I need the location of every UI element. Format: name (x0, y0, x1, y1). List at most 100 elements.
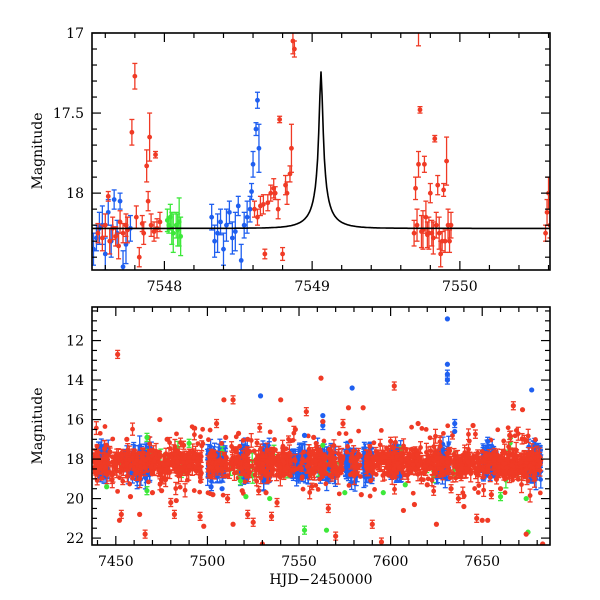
data-point (257, 195, 263, 217)
data-point (249, 182, 255, 201)
marker (132, 73, 138, 79)
data-point (427, 182, 433, 204)
data-point (254, 91, 260, 109)
marker (238, 257, 244, 263)
data-point (252, 200, 258, 218)
data-point (151, 221, 157, 242)
data-point (133, 205, 139, 230)
data-point (421, 155, 427, 173)
data-point (413, 176, 419, 201)
marker (544, 209, 550, 215)
marker (117, 198, 123, 204)
marker (284, 190, 290, 196)
data-point (111, 189, 117, 210)
bottom-data-layer (92, 316, 546, 545)
marker (414, 222, 420, 228)
data-point (132, 62, 138, 90)
marker (438, 251, 444, 257)
marker (111, 197, 117, 202)
y-tick-label: 17.5 (53, 106, 84, 122)
data-point (280, 246, 286, 262)
data-point (128, 270, 133, 276)
marker (144, 163, 150, 169)
data-point (105, 198, 111, 226)
marker (249, 189, 254, 194)
marker (145, 198, 151, 204)
marker (442, 238, 448, 244)
data-point (170, 213, 176, 254)
data-point (144, 149, 150, 183)
data-point (235, 195, 241, 217)
marker (105, 193, 111, 199)
marker (148, 222, 154, 228)
marker (422, 161, 427, 167)
data-point (117, 192, 123, 210)
top-plot-frame (91, 32, 551, 271)
data-point (416, 33, 422, 47)
marker (235, 203, 241, 209)
data-point (432, 134, 438, 143)
data-point (209, 203, 215, 231)
data-point (238, 243, 244, 270)
x-tick-label: 7548 (147, 279, 183, 295)
data-point (178, 216, 184, 257)
data-point (416, 150, 422, 178)
marker (178, 233, 184, 239)
marker (275, 206, 281, 212)
marker (170, 230, 176, 236)
data-point (120, 222, 126, 244)
data-point (232, 211, 238, 252)
marker (212, 238, 218, 244)
data-point (260, 194, 266, 215)
data-point (102, 213, 108, 238)
marker (229, 235, 235, 241)
marker (294, 475, 299, 480)
data-point (212, 224, 218, 258)
marker (260, 201, 266, 207)
x-tick-label: 7550 (442, 279, 478, 295)
marker (209, 214, 215, 220)
data-point (433, 211, 439, 239)
marker (413, 185, 418, 191)
data-point (414, 208, 420, 242)
data-point (153, 150, 159, 159)
marker (289, 145, 294, 151)
marker (447, 238, 452, 244)
data-point (277, 115, 283, 124)
data-point (253, 122, 259, 137)
marker (448, 222, 454, 228)
data-point (250, 150, 256, 178)
marker (157, 219, 163, 225)
data-point (113, 226, 119, 247)
top-axes: 7548 7549 7550 17 17.5 18 (53, 26, 550, 295)
data-point (444, 136, 450, 186)
data-point (220, 232, 226, 266)
marker (116, 243, 121, 249)
marker (297, 447, 302, 452)
data-point (435, 174, 441, 196)
data-point (265, 194, 271, 212)
marker (147, 134, 153, 140)
marker (215, 474, 220, 480)
marker (252, 206, 257, 212)
marker (120, 230, 126, 236)
marker (227, 209, 232, 215)
data-point (145, 190, 151, 212)
marker (441, 187, 447, 193)
marker (416, 161, 421, 167)
data-point (291, 40, 297, 58)
data-point (229, 221, 235, 255)
marker (262, 251, 268, 257)
top-y-axis-title: Magnitude (30, 112, 46, 189)
marker (129, 129, 135, 135)
data-point (275, 198, 281, 220)
marker (268, 190, 274, 196)
marker (417, 107, 423, 113)
marker (490, 443, 495, 449)
data-point (430, 221, 436, 255)
marker (136, 254, 142, 260)
series-green (164, 197, 184, 257)
marker (102, 222, 108, 228)
marker (444, 158, 449, 164)
marker (221, 246, 226, 252)
